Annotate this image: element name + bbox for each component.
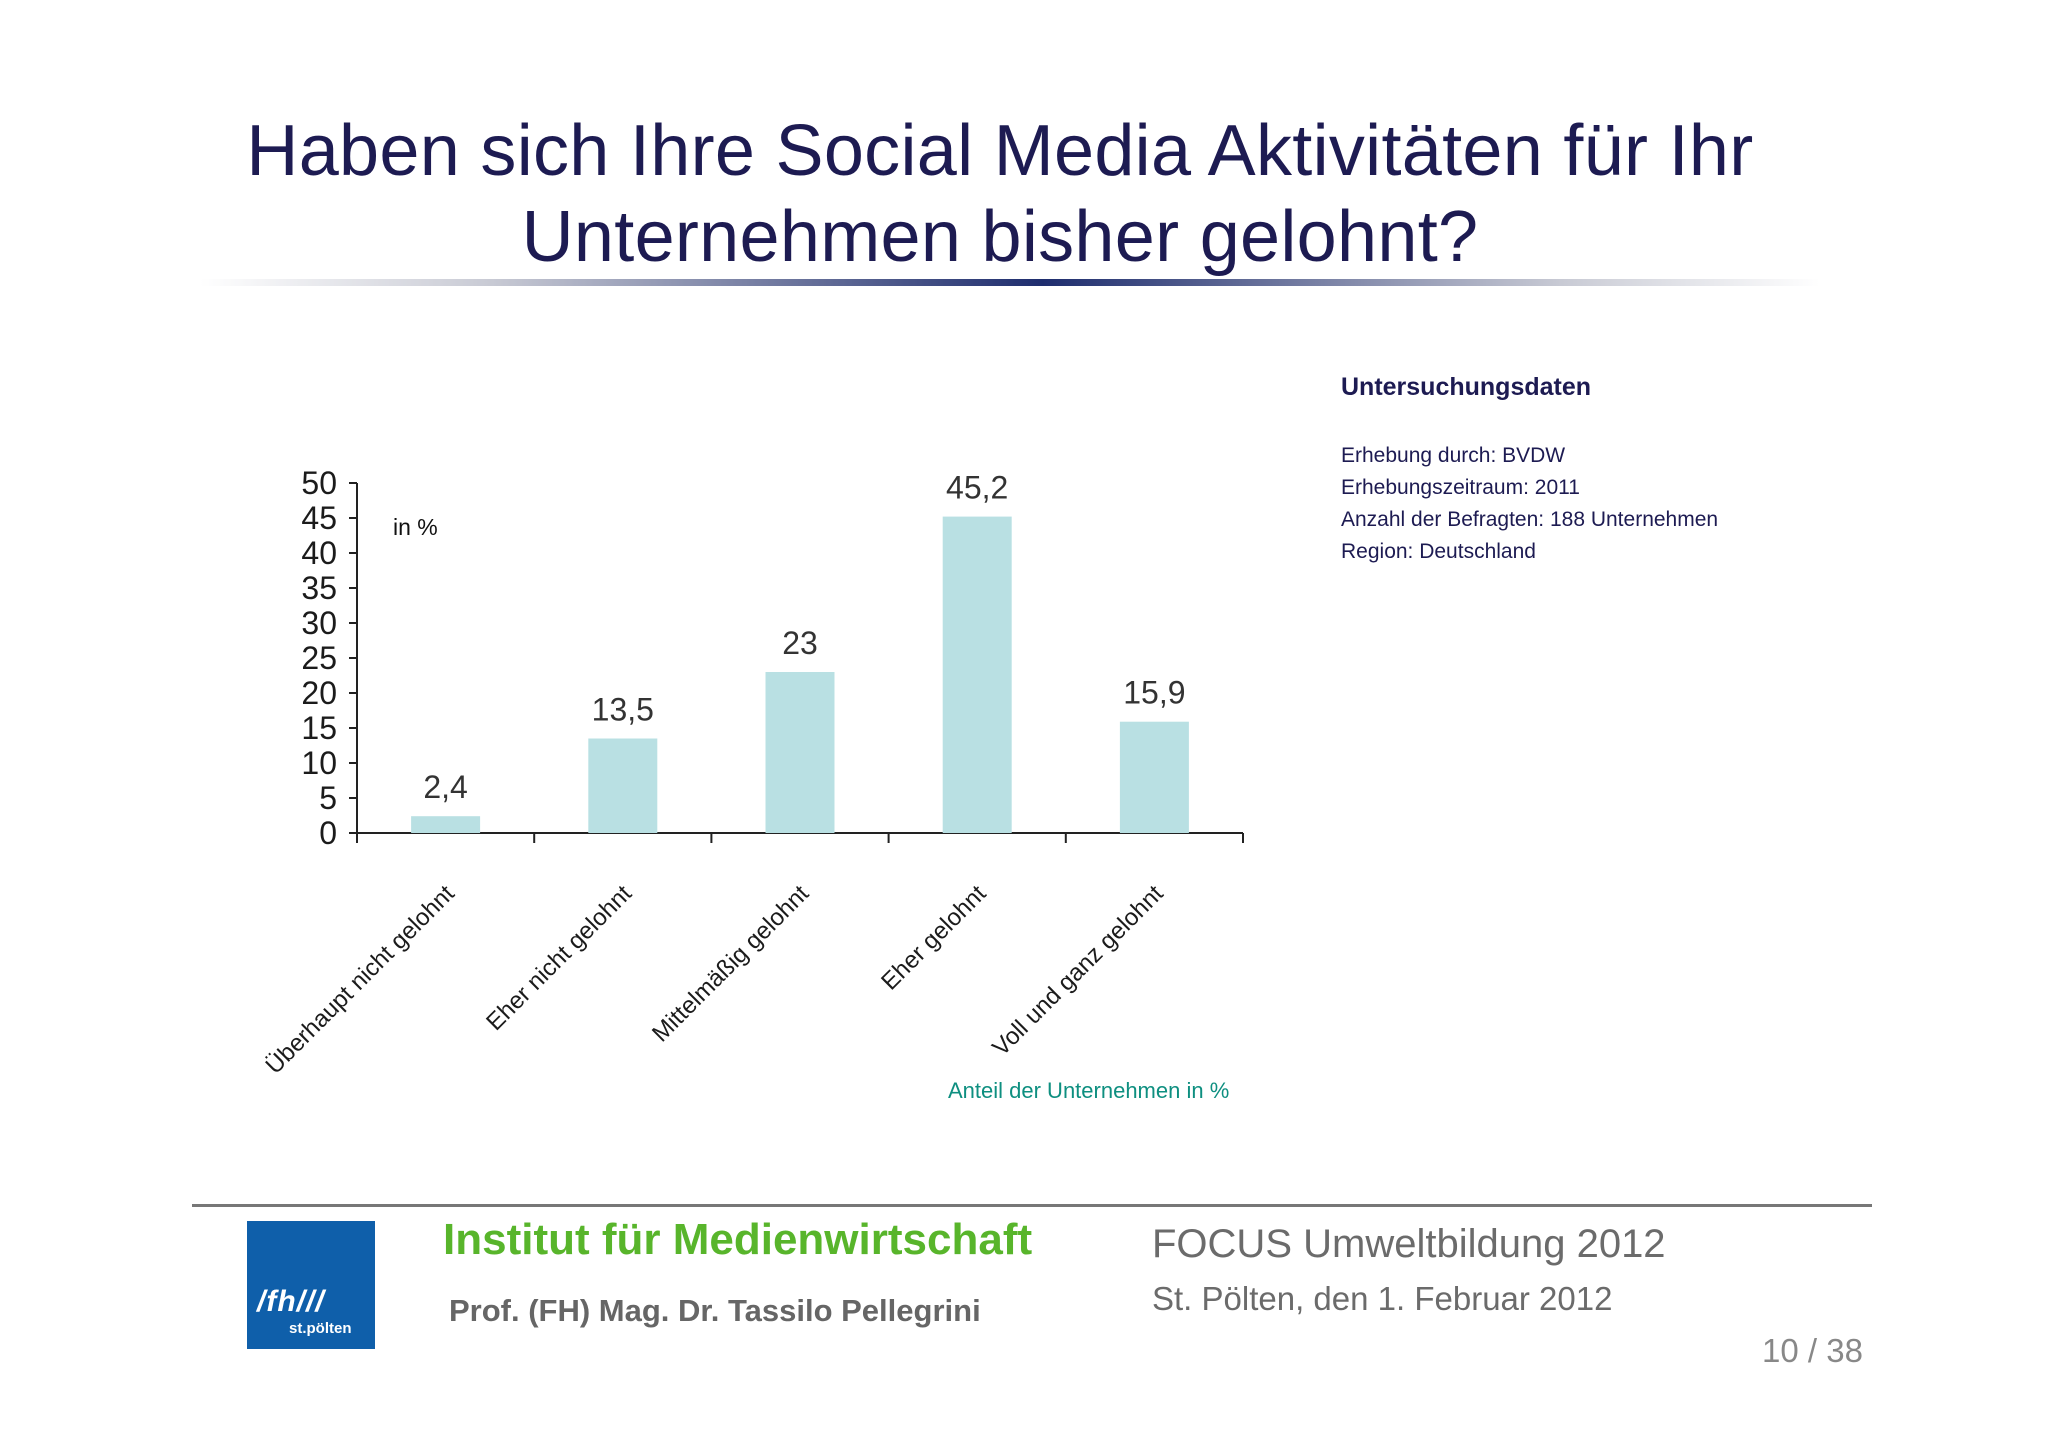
bar-value-label: 2,4	[423, 769, 467, 805]
survey-info-title: Untersuchungsdaten	[1341, 373, 1592, 401]
event-date: St. Pölten, den 1. Februar 2012	[1152, 1280, 1613, 1317]
category-label: Eher nicht gelohnt	[481, 880, 637, 1036]
y-tick-label: 30	[301, 605, 337, 641]
bar-value-label: 45,2	[946, 470, 1008, 506]
value-labels: 2,4 13,5 23 45,2 15,9	[423, 470, 1185, 806]
slide-title: Haben sich Ihre Social Media Aktivitäten…	[150, 108, 1850, 280]
page-number: 10 / 38	[1762, 1332, 1863, 1369]
chart-unit-label: in %	[393, 514, 438, 540]
bar	[411, 816, 481, 833]
survey-info-line: Anzahl der Befragten: 188 Unternehmen	[1341, 508, 1719, 531]
logo-subtitle: st.pölten	[289, 1320, 352, 1337]
y-tick-label: 10	[301, 745, 337, 781]
bar	[1119, 721, 1189, 833]
bar-value-label: 13,5	[592, 692, 654, 728]
survey-info-line: Erhebungszeitraum: 2011	[1341, 476, 1580, 499]
slide-title-line-1: Haben sich Ihre Social Media Aktivitäten…	[246, 111, 1754, 191]
title-divider	[200, 279, 1820, 286]
y-tick-label: 0	[319, 815, 337, 851]
footer-divider	[192, 1204, 1872, 1207]
bar	[588, 738, 658, 833]
chart-source-note: Anteil der Unternehmen in %	[948, 1078, 1230, 1103]
fh-st-poelten-logo: /fh/// st.pölten	[247, 1221, 375, 1349]
y-tick-label: 35	[301, 570, 337, 606]
category-label: Überhaupt nicht gelohnt	[261, 880, 461, 1080]
bar	[942, 516, 1012, 833]
y-tick-label: 45	[301, 500, 337, 536]
survey-info-panel: Untersuchungsdaten Erhebung durch: BVDW …	[1341, 373, 1941, 568]
y-tick-label: 15	[301, 710, 337, 746]
y-tick-label: 25	[301, 640, 337, 676]
category-label: Eher gelohnt	[876, 880, 992, 996]
y-tick-label: 40	[301, 535, 337, 571]
category-label: Mittelmäßig gelohnt	[647, 880, 814, 1047]
bar-value-label: 23	[782, 625, 818, 661]
category-label: Voll und ganz gelohnt	[987, 880, 1169, 1062]
survey-info-line: Erhebung durch: BVDW	[1341, 444, 1566, 467]
bar	[765, 672, 835, 833]
author-name: Prof. (FH) Mag. Dr. Tassilo Pellegrini	[449, 1293, 981, 1328]
institute-name: Institut für Medienwirtschaft	[443, 1215, 1033, 1264]
y-tick-label: 5	[319, 780, 337, 816]
logo-mark: /fh///	[257, 1285, 325, 1318]
bar-series	[411, 516, 1189, 833]
bar-value-label: 15,9	[1123, 675, 1185, 711]
slide-title-line-2: Unternehmen bisher gelohnt?	[521, 197, 1479, 277]
event-name: FOCUS Umweltbildung 2012	[1152, 1222, 1666, 1266]
x-axis-ticks	[356, 833, 1244, 843]
survey-info-line: Region: Deutschland	[1341, 540, 1536, 563]
category-labels: Überhaupt nicht gelohnt Eher nicht gelohn…	[261, 880, 1169, 1080]
y-tick-label: 20	[301, 675, 337, 711]
y-tick-label: 50	[301, 465, 337, 501]
